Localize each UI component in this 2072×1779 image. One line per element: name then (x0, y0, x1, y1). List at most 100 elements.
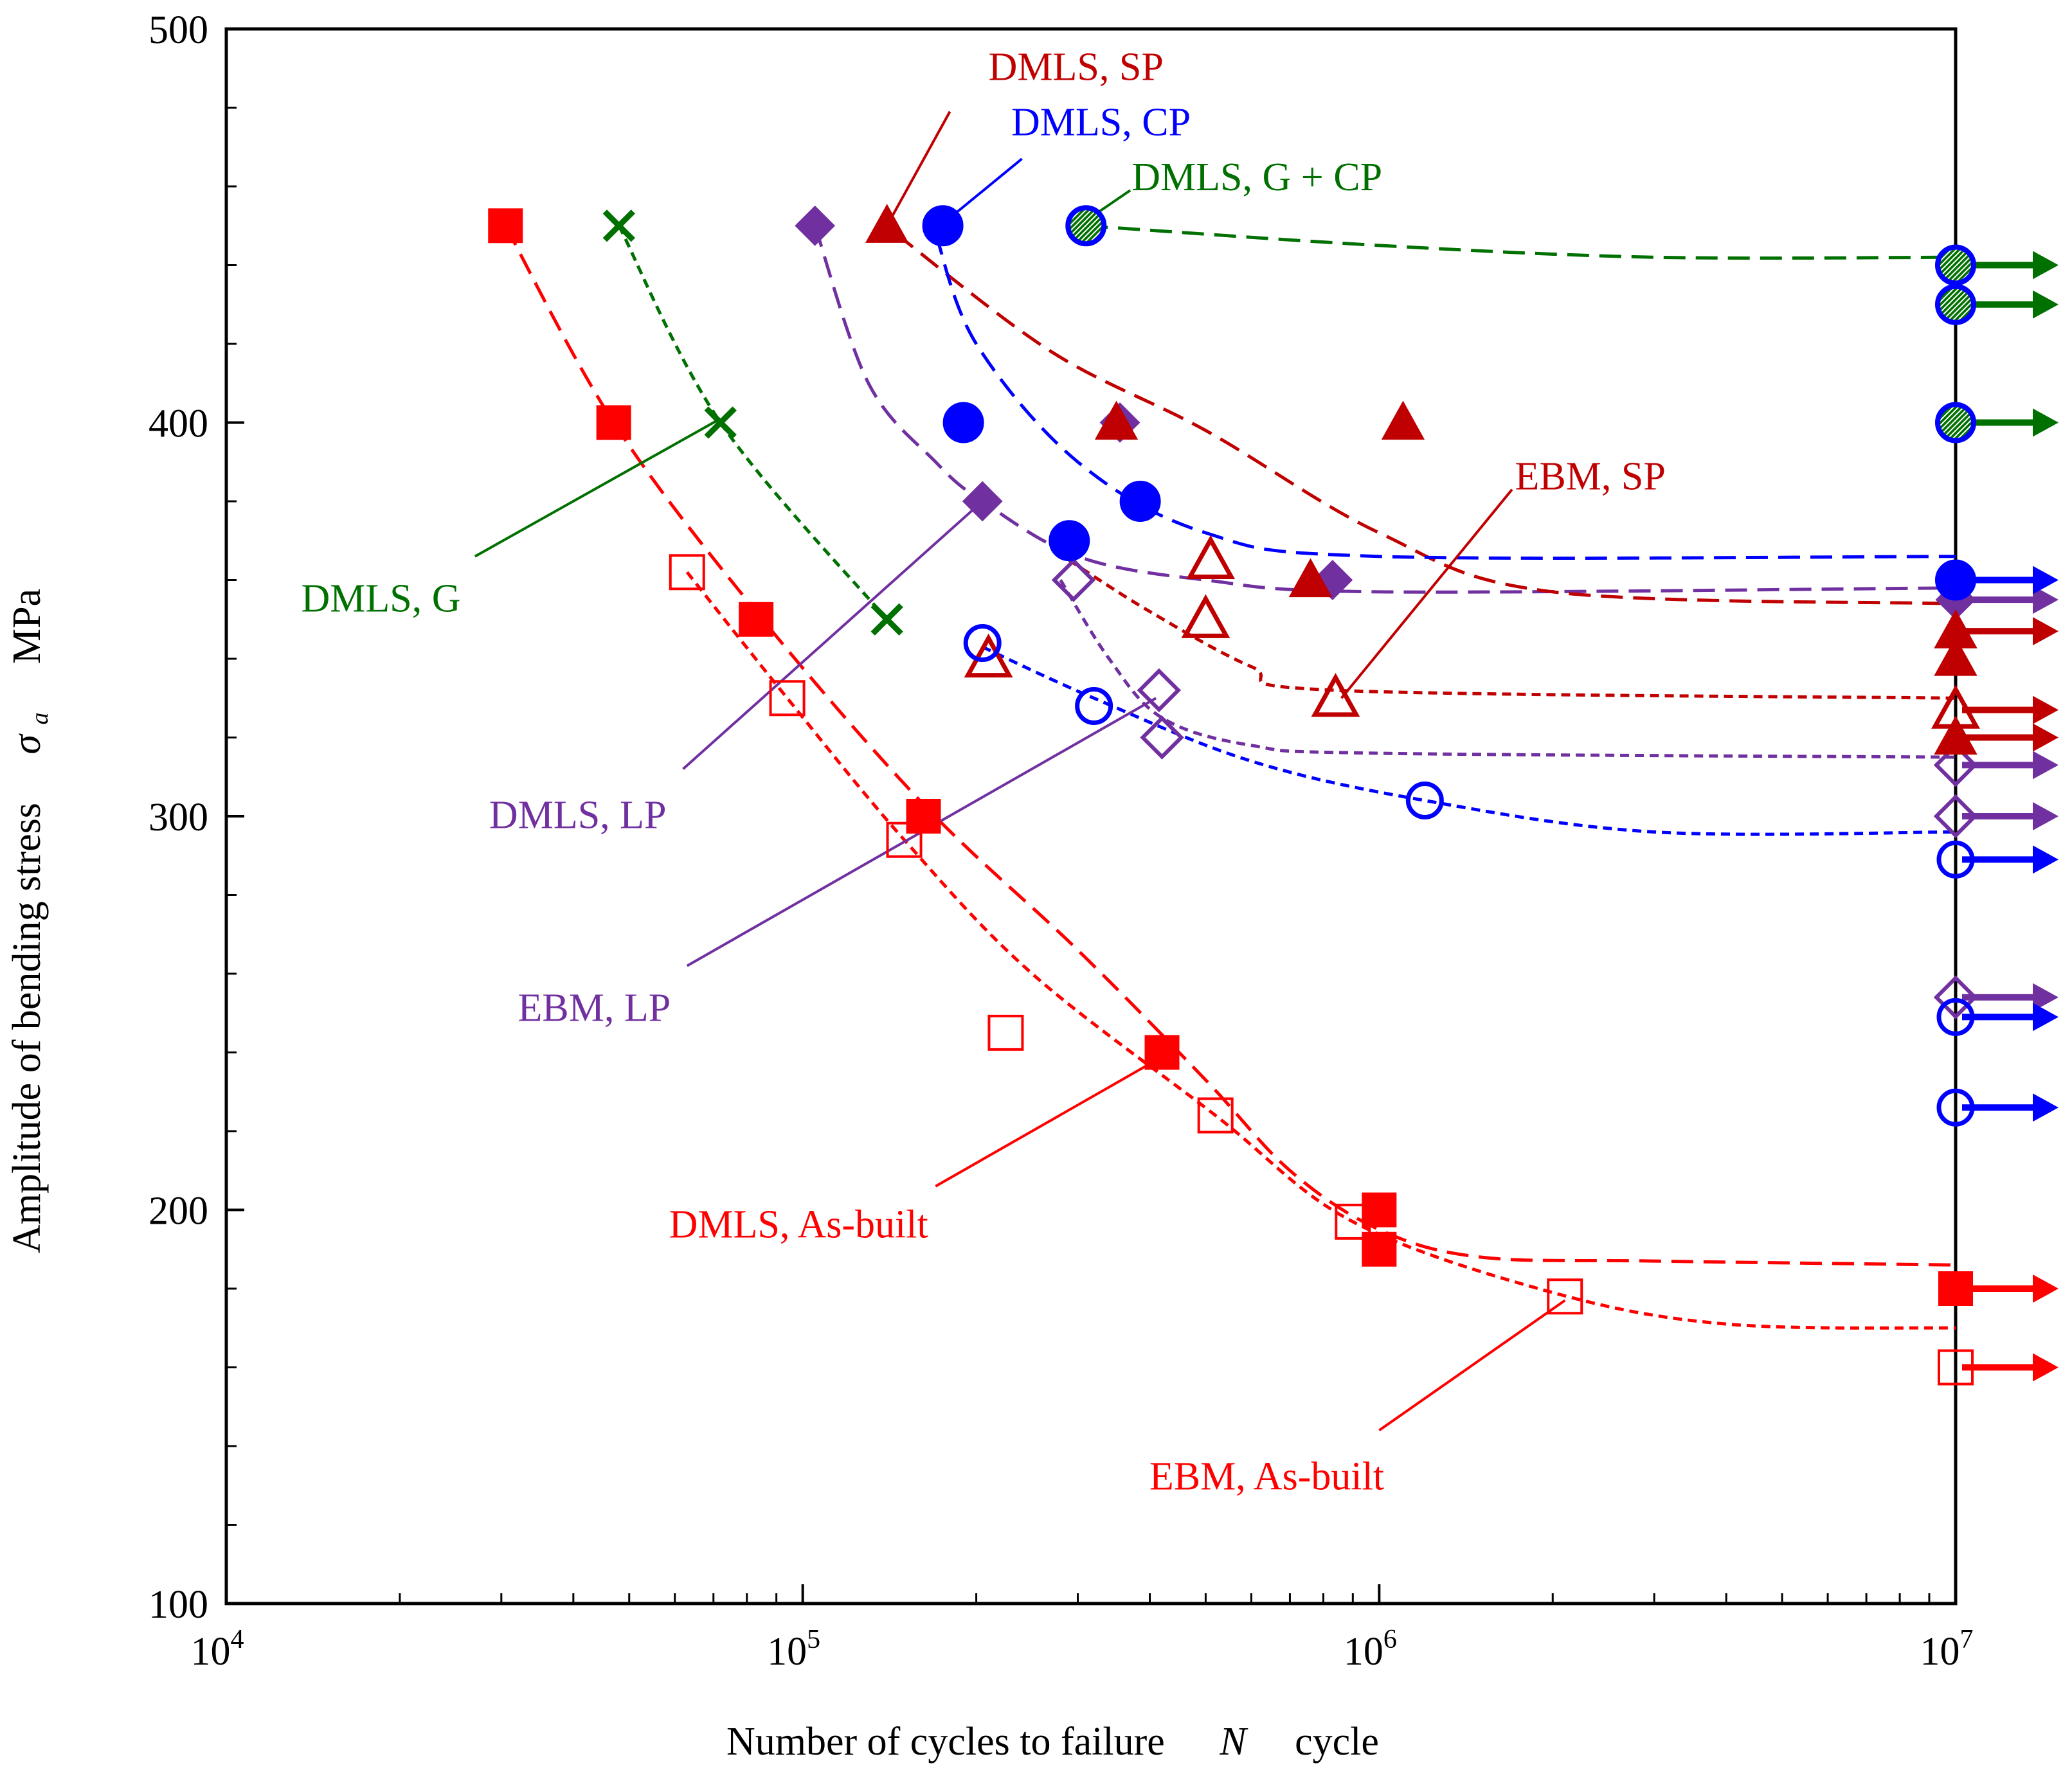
data-point-ebm-sp (1311, 673, 1360, 717)
y-tick-label: 500 (149, 8, 208, 52)
y-axis-label: Amplitude of bending stress (5, 803, 49, 1253)
annotation-pointer-ebm-sp (1340, 488, 1513, 699)
x-tick-exponent: 4 (231, 1625, 244, 1654)
annotation-label-dmls-cp: DMLS, CP (1011, 100, 1191, 144)
runout-arrow-head (2033, 251, 2058, 280)
fit-curve-dmls-as-built (504, 225, 1956, 1267)
x-tick-label: 104 (191, 1625, 244, 1674)
runout-arrow-head (2033, 751, 2058, 780)
runout-arrow-head (2033, 723, 2058, 752)
x-tick-label: 105 (767, 1625, 820, 1674)
annotation-label-dmls-g: DMLS, G (301, 577, 460, 621)
fit-curve-ebm-cp (982, 645, 1956, 836)
data-point-dmls-g-cp (1065, 205, 1107, 247)
fit-curve-dmls-lp (813, 225, 1956, 594)
annotation-pointer-ebm-as-built (1378, 1299, 1566, 1432)
x-tick-exponent: 6 (1383, 1625, 1397, 1654)
data-point-ebm-lp (1140, 715, 1184, 760)
runout-arrow-head (2033, 1353, 2058, 1382)
runout-arrow-head (2033, 566, 2058, 594)
y-tick-label: 400 (149, 402, 208, 446)
data-point-dmls-g (704, 406, 737, 439)
runout-arrow-head (2033, 695, 2058, 724)
data-point-dmls-as-built (739, 602, 774, 637)
data-point-ebm-as-built (1335, 1203, 1371, 1240)
data-point-ebm-as-built (987, 1014, 1024, 1051)
annotation-pointer-dmls-as-built (935, 1059, 1157, 1188)
data-point-ebm-cp (1405, 782, 1444, 819)
fit-curve-ebm-lp (1059, 579, 1956, 759)
runout-arrow-head (2033, 586, 2058, 614)
data-point-dmls-as-built (596, 405, 631, 440)
x-tick-label: 107 (1920, 1625, 1974, 1674)
data-point-dmls-sp (1934, 636, 1977, 676)
y-axis-symbol: σ (5, 733, 49, 755)
data-point-dmls-cp (1049, 520, 1090, 562)
annotation-pointer-dmls-cp (949, 157, 1023, 219)
fit-curve-ebm-as-built (685, 571, 1956, 1330)
fit-curve-dmls-cp (933, 233, 1956, 560)
data-point-dmls-cp (1935, 559, 1976, 601)
runout-arrow-head (2033, 802, 2058, 830)
data-point-dmls-g-cp (1935, 244, 1976, 286)
x-tick-base: 10 (1344, 1630, 1383, 1674)
x-tick-exponent: 7 (1960, 1625, 1974, 1654)
data-point-ebm-cp (1936, 1088, 1975, 1127)
runout-arrow-head (2033, 290, 2058, 319)
x-axis-unit: cycle (1295, 1720, 1379, 1764)
y-tick-label: 300 (149, 796, 208, 839)
data-point-ebm-sp (964, 633, 1013, 678)
annotation-label-dmls-lp: DMLS, LP (489, 793, 667, 837)
fit-curve-dmls-g-cp (1086, 224, 1956, 260)
annotation-label-ebm-sp: EBM, SP (1515, 455, 1666, 499)
data-point-ebm-as-built (769, 680, 806, 717)
data-point-dmls-sp (865, 204, 909, 243)
data-point-dmls-as-built (1362, 1192, 1397, 1228)
data-point-ebm-cp (1075, 687, 1113, 725)
x-axis-label: Number of cycles to failure (726, 1720, 1165, 1764)
data-point-dmls-g (602, 210, 636, 242)
y-axis-title: Amplitude of bending stress σ a MPa (5, 589, 57, 1253)
x-axis-symbol: N (1219, 1720, 1248, 1764)
data-point-dmls-g-cp (1935, 402, 1976, 443)
annotation-label-ebm-as-built: EBM, As-built (1149, 1454, 1384, 1498)
axis-ticks (225, 28, 1957, 1605)
data-point-ebm-sp (1931, 684, 1980, 729)
data-point-ebm-as-built (1938, 1349, 1974, 1386)
runout-arrow-head (2033, 983, 2058, 1012)
fit-curve-dmls-sp (894, 232, 1956, 605)
data-point-ebm-lp (1137, 668, 1182, 713)
annotation-labels: DMLS, SP DMLS, CP DMLS, G + CP EBM, SP DMLS,… (301, 46, 1665, 1499)
x-tick-base: 10 (191, 1630, 231, 1674)
data-point-ebm-sp (1186, 535, 1236, 579)
x-tick-exponent: 5 (807, 1625, 820, 1654)
y-axis-symbol-sub: a (26, 713, 53, 725)
x-tick-base: 10 (1920, 1630, 1960, 1674)
annotation-label-dmls-sp: DMLS, SP (989, 46, 1164, 89)
data-point-ebm-lp (1933, 743, 1978, 787)
y-tick-label: 100 (149, 1583, 208, 1627)
y-tick-label: 200 (149, 1190, 208, 1233)
data-point-ebm-sp (1181, 594, 1230, 638)
data-point-dmls-lp (962, 481, 1003, 522)
runout-arrow-head (2033, 617, 2058, 646)
runout-arrow-head (2033, 1274, 2058, 1303)
y-tick-labels: 100 200 300 400 500 (149, 8, 208, 1627)
runout-arrow-head (2033, 1093, 2058, 1122)
plot-area-frame (224, 27, 1958, 1605)
y-axis-unit: MPa (5, 589, 49, 664)
fit-curves (504, 224, 1956, 1330)
data-point-dmls-as-built (906, 799, 941, 834)
data-markers (488, 204, 1980, 1386)
annotation-pointer-dmls-lp (682, 500, 984, 770)
data-point-ebm-cp (1936, 997, 1975, 1036)
data-point-dmls-lp (795, 205, 836, 246)
data-point-dmls-as-built (488, 208, 523, 244)
data-point-ebm-as-built (1197, 1097, 1234, 1134)
x-tick-label: 106 (1344, 1625, 1397, 1674)
data-point-dmls-sp (1381, 400, 1425, 440)
annotation-label-dmls-g-cp: DMLS, G + CP (1131, 156, 1382, 199)
data-point-ebm-as-built (1547, 1278, 1583, 1315)
data-point-ebm-as-built (886, 821, 923, 858)
